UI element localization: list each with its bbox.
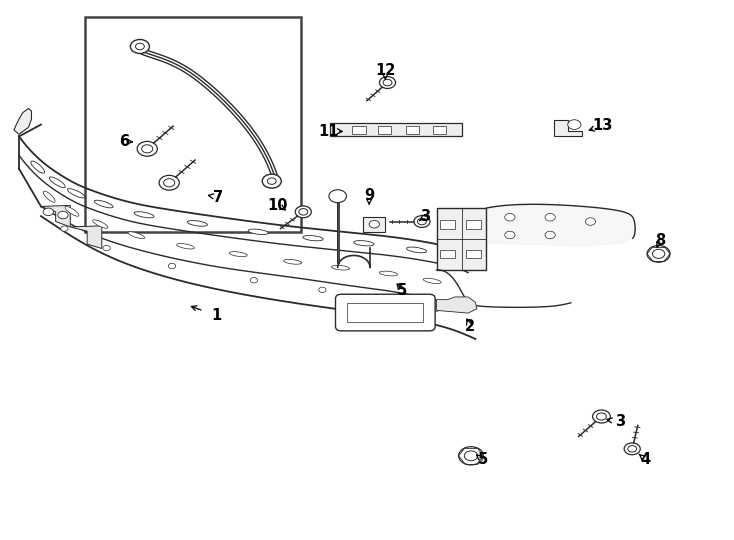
Text: 13: 13 [593, 118, 613, 133]
Circle shape [624, 443, 640, 455]
Circle shape [299, 208, 308, 215]
Circle shape [653, 249, 665, 258]
Circle shape [103, 245, 110, 251]
Ellipse shape [187, 220, 208, 226]
Bar [433, 126, 446, 134]
Text: 3: 3 [614, 414, 625, 429]
Polygon shape [437, 297, 477, 313]
Circle shape [136, 43, 145, 50]
Ellipse shape [49, 177, 65, 187]
Text: 1: 1 [211, 308, 222, 323]
Circle shape [433, 306, 440, 311]
Circle shape [414, 215, 430, 227]
Circle shape [131, 39, 150, 53]
Bar [347, 303, 424, 322]
Bar [363, 217, 385, 232]
Ellipse shape [354, 241, 374, 246]
Circle shape [168, 264, 175, 269]
Bar [437, 208, 487, 270]
Text: 7: 7 [213, 190, 223, 205]
Ellipse shape [379, 271, 398, 276]
Circle shape [295, 206, 311, 218]
Bar [440, 249, 455, 258]
Circle shape [250, 278, 258, 283]
Circle shape [545, 213, 556, 221]
Text: 3: 3 [421, 208, 431, 224]
Circle shape [465, 451, 478, 461]
Ellipse shape [94, 200, 113, 208]
Text: 10: 10 [267, 198, 288, 213]
Bar [352, 126, 366, 134]
Circle shape [567, 120, 581, 130]
Polygon shape [487, 204, 634, 246]
Bar [466, 220, 481, 228]
Polygon shape [41, 205, 70, 227]
Circle shape [142, 145, 153, 153]
Bar [85, 17, 301, 232]
Circle shape [380, 295, 388, 301]
Circle shape [459, 447, 484, 465]
Polygon shape [70, 226, 102, 248]
Circle shape [418, 218, 426, 225]
Bar [330, 123, 462, 137]
Circle shape [379, 77, 396, 89]
Bar [440, 220, 455, 228]
Circle shape [647, 246, 670, 262]
Ellipse shape [303, 235, 323, 241]
Circle shape [505, 231, 515, 239]
FancyBboxPatch shape [335, 294, 435, 331]
Circle shape [585, 218, 595, 225]
Text: 12: 12 [375, 63, 396, 78]
Ellipse shape [229, 252, 247, 256]
Bar [378, 126, 391, 134]
Circle shape [61, 226, 68, 231]
Ellipse shape [128, 232, 145, 239]
Polygon shape [14, 109, 32, 134]
Circle shape [505, 213, 515, 221]
Text: 9: 9 [364, 188, 374, 203]
Text: 4: 4 [640, 452, 650, 467]
Ellipse shape [31, 161, 45, 173]
Text: 2: 2 [465, 319, 475, 334]
Ellipse shape [68, 188, 85, 198]
Text: 11: 11 [319, 124, 339, 139]
Circle shape [43, 208, 54, 215]
Circle shape [262, 174, 281, 188]
Circle shape [267, 178, 276, 184]
Polygon shape [554, 120, 581, 137]
Text: 5: 5 [478, 452, 488, 467]
Text: 5: 5 [397, 283, 407, 298]
Circle shape [137, 141, 157, 156]
Ellipse shape [65, 206, 79, 216]
Circle shape [383, 79, 392, 86]
Bar [466, 249, 481, 258]
Circle shape [159, 176, 179, 190]
Circle shape [58, 211, 68, 219]
Circle shape [545, 231, 556, 239]
Ellipse shape [407, 247, 426, 253]
Ellipse shape [283, 259, 302, 264]
Circle shape [319, 287, 326, 293]
Circle shape [592, 410, 610, 423]
Circle shape [369, 220, 379, 228]
Ellipse shape [43, 191, 55, 202]
Ellipse shape [248, 229, 269, 234]
Ellipse shape [134, 212, 154, 218]
Ellipse shape [92, 220, 108, 228]
Text: 6: 6 [119, 134, 129, 150]
Ellipse shape [424, 278, 441, 284]
Ellipse shape [331, 265, 349, 270]
Circle shape [164, 179, 175, 187]
Circle shape [597, 413, 606, 420]
Ellipse shape [177, 244, 195, 249]
Bar [406, 126, 419, 134]
Circle shape [628, 446, 636, 452]
Circle shape [329, 190, 346, 202]
Text: 8: 8 [655, 233, 665, 248]
